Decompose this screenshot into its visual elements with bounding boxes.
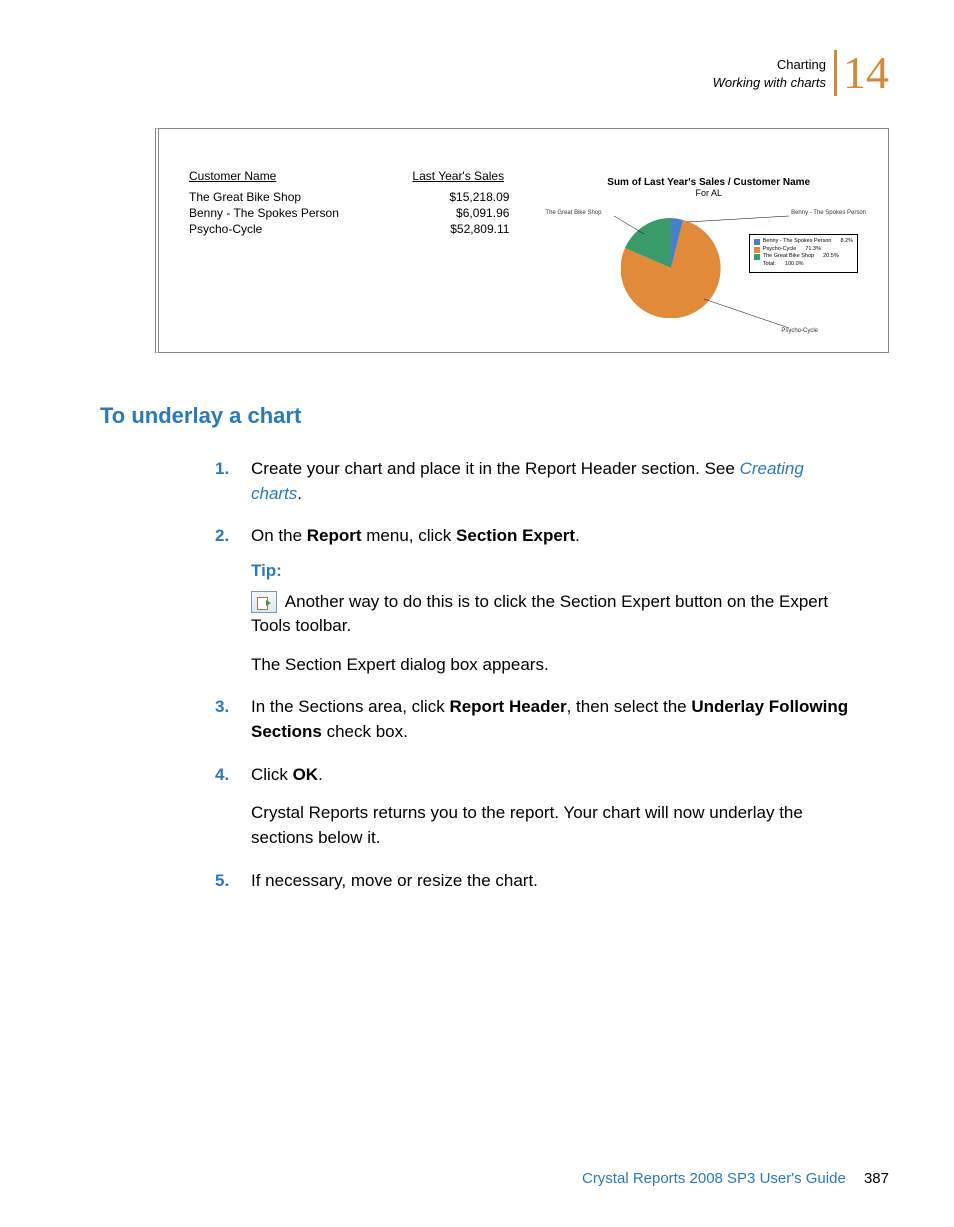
footer-doc-title: Crystal Reports 2008 SP3 User's Guide [582, 1170, 846, 1187]
steps-list: 1. Create your chart and place it in the… [215, 457, 849, 893]
legend-item: Benny - The Spokes Person 8.2% [754, 238, 853, 246]
pie-svg [621, 218, 721, 318]
step-number: 1. [215, 457, 229, 482]
step-number: 3. [215, 695, 229, 720]
report-table-area: Customer Name Last Year's Sales The Grea… [189, 169, 539, 334]
legend-swatch [754, 239, 760, 245]
step-number: 4. [215, 763, 229, 788]
step-4: 4. Click OK. Crystal Reports returns you… [215, 763, 849, 851]
step-2: 2. On the Report menu, click Section Exp… [215, 524, 849, 677]
pie-chart: The Great Bike Shop Benny - The Spokes P… [549, 204, 868, 334]
page-header: Charting Working with charts 14 [65, 50, 889, 96]
step-text: Click OK. [251, 765, 323, 784]
legend-item: Psycho-Cycle 71.3% [754, 246, 853, 254]
step-3: 3. In the Sections area, click Report He… [215, 695, 849, 744]
legend-swatch [754, 247, 760, 253]
step-5: 5. If necessary, move or resize the char… [215, 869, 849, 894]
step-text: If necessary, move or resize the chart. [251, 871, 538, 890]
step-text: On the Report menu, click Section Expert… [251, 526, 580, 545]
col-sales: Last Year's Sales [382, 169, 539, 189]
section-expert-icon [251, 591, 277, 613]
step-result: The Section Expert dialog box appears. [251, 653, 849, 678]
legend-item: The Great Bike Shop 20.5% [754, 253, 853, 261]
chart-subtitle: For AL [549, 188, 868, 198]
header-text: Charting Working with charts [713, 50, 826, 91]
step-text: Create your chart and place it in the Re… [251, 459, 804, 503]
sales-table: Customer Name Last Year's Sales The Grea… [189, 169, 539, 237]
chart-legend: Benny - The Spokes Person 8.2% Psycho-Cy… [749, 234, 858, 273]
header-line1: Charting [777, 56, 826, 74]
report-preview-figure: Customer Name Last Year's Sales The Grea… [155, 128, 889, 353]
step-text: In the Sections area, click Report Heade… [251, 697, 848, 741]
chart-title: Sum of Last Year's Sales / Customer Name [549, 177, 868, 188]
report-chart-area: Sum of Last Year's Sales / Customer Name… [549, 169, 868, 334]
chapter-number: 14 [834, 50, 889, 96]
callout-great-bike: The Great Bike Shop [545, 210, 601, 216]
table-row: Psycho-Cycle $52,809.11 [189, 221, 539, 237]
legend-total: Total: 100.0% [754, 261, 853, 269]
step-number: 5. [215, 869, 229, 894]
page-footer: Crystal Reports 2008 SP3 User's Guide 38… [582, 1170, 889, 1187]
step-1: 1. Create your chart and place it in the… [215, 457, 849, 506]
footer-page-number: 387 [864, 1170, 889, 1187]
table-row: Benny - The Spokes Person $6,091.96 [189, 205, 539, 221]
tip-label: Tip: [251, 559, 849, 584]
step-result: Crystal Reports returns you to the repor… [251, 801, 849, 850]
callout-psycho: Psycho-Cycle [781, 328, 818, 334]
header-line2: Working with charts [713, 74, 826, 92]
legend-swatch [754, 254, 760, 260]
table-row: The Great Bike Shop $15,218.09 [189, 189, 539, 205]
step-number: 2. [215, 524, 229, 549]
col-customer: Customer Name [189, 169, 382, 189]
callout-benny: Benny - The Spokes Person [791, 210, 866, 216]
tip-body: Another way to do this is to click the S… [251, 590, 849, 639]
section-heading: To underlay a chart [100, 403, 889, 429]
